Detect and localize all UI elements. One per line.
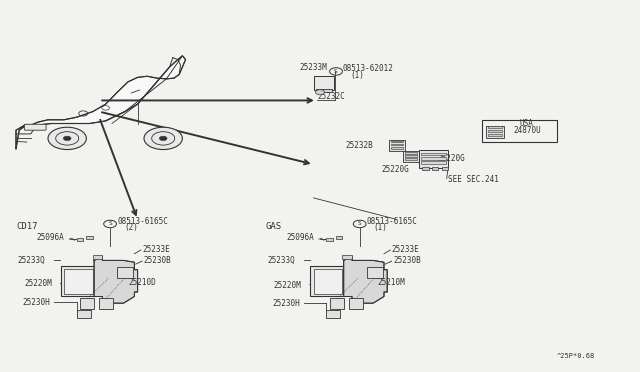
Bar [432, 167, 438, 170]
Bar [405, 152, 417, 154]
Bar [391, 141, 403, 142]
Bar [419, 150, 448, 168]
Text: CD17: CD17 [16, 222, 38, 231]
Bar [314, 76, 334, 90]
Bar [422, 167, 429, 170]
Bar [86, 236, 93, 239]
Polygon shape [16, 56, 186, 149]
Bar [349, 298, 363, 309]
Text: 25233E: 25233E [142, 245, 170, 254]
FancyBboxPatch shape [24, 124, 46, 130]
Bar [310, 266, 346, 296]
Text: 25233M: 25233M [300, 63, 327, 72]
Circle shape [159, 136, 167, 141]
Bar [326, 238, 333, 241]
Text: 25233Q: 25233Q [18, 256, 45, 265]
Text: S: S [334, 69, 338, 74]
Text: 25220G: 25220G [437, 154, 465, 163]
Bar [405, 155, 417, 157]
Text: 25096A: 25096A [286, 233, 314, 242]
Text: (2): (2) [124, 223, 138, 232]
Bar [342, 255, 352, 259]
Text: 25230H: 25230H [272, 299, 300, 308]
Bar [64, 269, 93, 294]
Bar [61, 266, 96, 296]
Text: ^25P*0.68: ^25P*0.68 [557, 353, 595, 359]
Bar [314, 269, 342, 294]
Bar [330, 298, 344, 309]
Bar [421, 157, 446, 160]
Text: USA: USA [519, 119, 533, 128]
Text: S: S [108, 221, 112, 227]
Bar [77, 310, 91, 318]
Text: 25233Q: 25233Q [268, 256, 295, 265]
Text: (1): (1) [374, 223, 388, 232]
Bar [391, 147, 403, 149]
Text: 25210M: 25210M [378, 278, 405, 287]
Text: 08513-6165C: 08513-6165C [117, 217, 168, 226]
Circle shape [63, 136, 71, 141]
Circle shape [144, 127, 182, 150]
Circle shape [48, 127, 86, 150]
Bar [93, 255, 102, 259]
Text: GAS: GAS [266, 222, 282, 231]
Bar [336, 236, 342, 239]
Circle shape [316, 90, 324, 95]
Bar [486, 126, 504, 138]
Text: SEE SEC.241: SEE SEC.241 [448, 175, 499, 184]
Bar [367, 267, 383, 278]
Bar [403, 151, 419, 162]
Bar [488, 134, 502, 136]
Text: 25220G: 25220G [381, 165, 409, 174]
Text: 25220M: 25220M [274, 281, 301, 290]
Bar [391, 144, 403, 145]
Text: 25230H: 25230H [22, 298, 50, 307]
Bar [442, 167, 448, 170]
Bar [316, 89, 332, 92]
Text: 25230B: 25230B [143, 256, 171, 265]
Text: 24870U: 24870U [513, 126, 541, 135]
Text: 08513-6165C: 08513-6165C [367, 217, 417, 226]
Bar [326, 310, 340, 318]
Polygon shape [94, 257, 138, 303]
Text: S: S [358, 221, 362, 227]
Text: (1): (1) [350, 71, 364, 80]
Bar [488, 130, 502, 132]
Bar [117, 267, 133, 278]
Bar [80, 298, 94, 309]
Bar [488, 126, 502, 128]
Text: 25220M: 25220M [24, 279, 52, 288]
Text: 08513-62012: 08513-62012 [342, 64, 393, 73]
Bar [77, 238, 83, 241]
Bar [482, 120, 557, 142]
Text: 25233E: 25233E [392, 245, 419, 254]
Text: 25210D: 25210D [128, 278, 156, 287]
Bar [99, 298, 113, 309]
Text: 25096A: 25096A [36, 233, 64, 242]
Bar [405, 158, 417, 160]
Bar [421, 153, 446, 155]
Text: 25230B: 25230B [393, 256, 420, 265]
Text: 25232B: 25232B [346, 141, 373, 150]
Text: 25232C: 25232C [317, 92, 345, 101]
Bar [421, 161, 446, 164]
Bar [389, 140, 405, 151]
Polygon shape [344, 257, 387, 303]
